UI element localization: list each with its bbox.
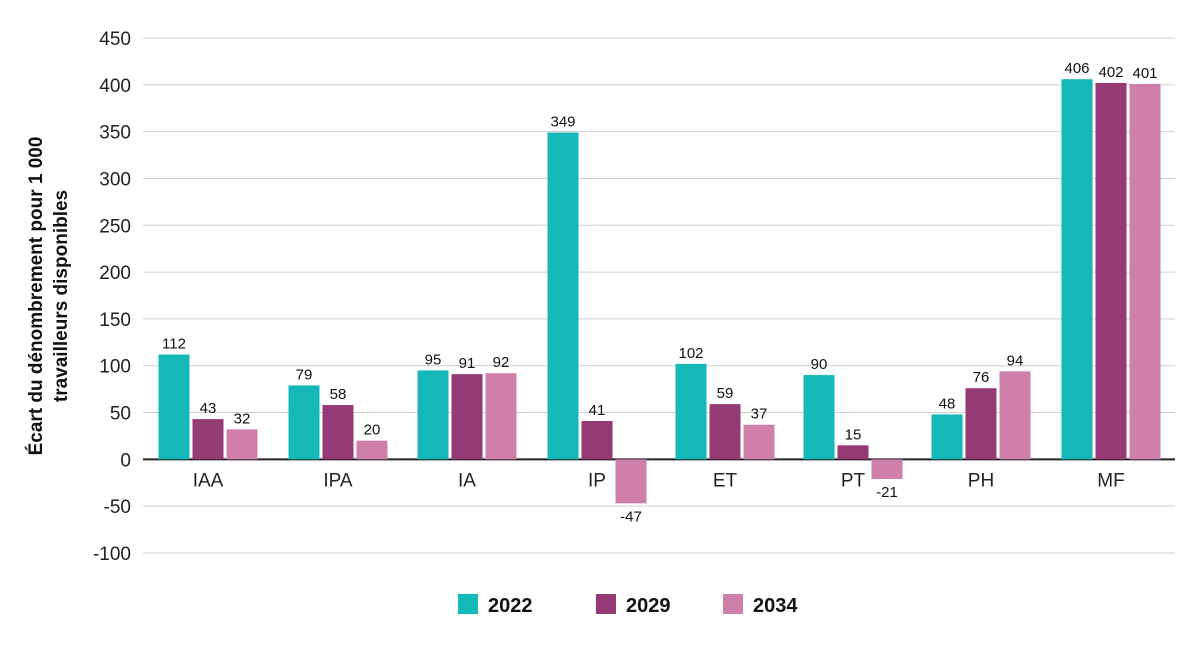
legend-label-2022: 2022 — [488, 595, 533, 617]
x-category-label: PH — [968, 470, 994, 491]
bar-ia-2022 — [417, 370, 449, 460]
bar-ipa-2034 — [356, 440, 388, 460]
y-tick-label: 250 — [99, 216, 131, 237]
data-label: 41 — [589, 402, 606, 419]
y-tick-label: 50 — [110, 404, 131, 425]
bar-mf-2029 — [1095, 82, 1127, 460]
legend-swatch-2034 — [723, 594, 743, 614]
bar-ip-2022 — [547, 132, 579, 460]
y-axis-label-line1: Écart du dénombrement pour 1 000 — [25, 137, 47, 456]
y-axis-label-line2: travailleurs disponibles — [51, 190, 72, 402]
legend-label-2029: 2029 — [626, 595, 671, 617]
bar-ip-2029 — [581, 420, 613, 460]
legend-swatch-2022 — [458, 594, 478, 614]
data-label: 48 — [939, 395, 956, 412]
data-label: 90 — [811, 356, 828, 373]
bar-ph-2034 — [999, 371, 1031, 460]
x-category-label: IP — [588, 470, 606, 491]
y-tick-label: 400 — [99, 76, 131, 97]
y-tick-label: 350 — [99, 123, 131, 144]
data-label: 91 — [459, 355, 476, 372]
y-tick-label: -50 — [104, 497, 131, 518]
bar-ph-2029 — [965, 388, 997, 460]
bar-mf-2034 — [1129, 83, 1161, 460]
x-category-label: IAA — [193, 470, 224, 491]
bar-ph-2022 — [931, 414, 963, 460]
x-category-label: PT — [841, 470, 866, 491]
data-label: 402 — [1098, 64, 1123, 81]
data-label: 94 — [1007, 352, 1024, 369]
x-category-label: MF — [1097, 470, 1124, 491]
bar-iaa-2029 — [192, 419, 224, 460]
bar-et-2034 — [743, 424, 775, 460]
y-axis-ticks: 450 400 350 300 250 200 150 100 50 0 -50 -100 — [93, 29, 131, 565]
bars — [158, 79, 1161, 504]
x-category-label: IPA — [323, 470, 353, 491]
bar-pt-2034 — [871, 459, 903, 480]
y-tick-label: 100 — [99, 357, 131, 378]
data-label: -47 — [620, 508, 642, 525]
bar-mf-2022 — [1061, 79, 1093, 460]
data-label: 401 — [1132, 65, 1157, 82]
data-label: 59 — [717, 385, 734, 402]
legend: 2022 2029 2034 — [458, 594, 798, 617]
data-label: 92 — [493, 354, 510, 371]
bar-ia-2029 — [451, 374, 483, 460]
bar-ia-2034 — [485, 373, 517, 460]
data-label: 102 — [678, 345, 703, 362]
data-label: 37 — [751, 406, 768, 423]
bar-pt-2022 — [803, 375, 835, 460]
gridlines — [143, 37, 1175, 554]
legend-label-2034: 2034 — [753, 595, 798, 617]
data-label: 15 — [845, 426, 862, 443]
bar-et-2022 — [675, 363, 707, 460]
y-tick-label: -100 — [93, 544, 131, 565]
bar-iaa-2034 — [226, 429, 258, 460]
bar-et-2029 — [709, 404, 741, 460]
bar-ipa-2029 — [322, 405, 354, 460]
data-label: 79 — [296, 366, 313, 383]
bar-pt-2029 — [837, 445, 869, 460]
x-category-label: IA — [458, 470, 476, 491]
y-tick-label: 300 — [99, 169, 131, 190]
y-tick-label: 450 — [99, 29, 131, 50]
bar-ip-2034 — [615, 459, 647, 504]
data-label: 95 — [425, 351, 442, 368]
data-label: 76 — [973, 369, 990, 386]
data-label: 20 — [364, 422, 381, 439]
bar-ipa-2022 — [288, 385, 320, 460]
data-label: 32 — [234, 410, 251, 427]
y-tick-label: 200 — [99, 263, 131, 284]
bar-iaa-2022 — [158, 354, 190, 460]
x-category-label: ET — [713, 470, 738, 491]
data-labels: 112 43 32 79 58 20 95 91 92 349 41 -47 102 59 37 90 15 -2… — [162, 60, 1157, 525]
y-tick-label: 0 — [120, 450, 131, 471]
y-tick-label: 150 — [99, 310, 131, 331]
data-label: 406 — [1064, 60, 1089, 77]
data-label: -21 — [876, 484, 898, 501]
data-label: 58 — [330, 386, 347, 403]
x-axis-categories: IAA IPA IA IP ET PT PH MF — [193, 470, 1125, 491]
legend-swatch-2029 — [596, 594, 616, 614]
data-label: 43 — [200, 400, 217, 417]
data-label: 349 — [550, 114, 575, 131]
data-label: 112 — [162, 335, 186, 352]
